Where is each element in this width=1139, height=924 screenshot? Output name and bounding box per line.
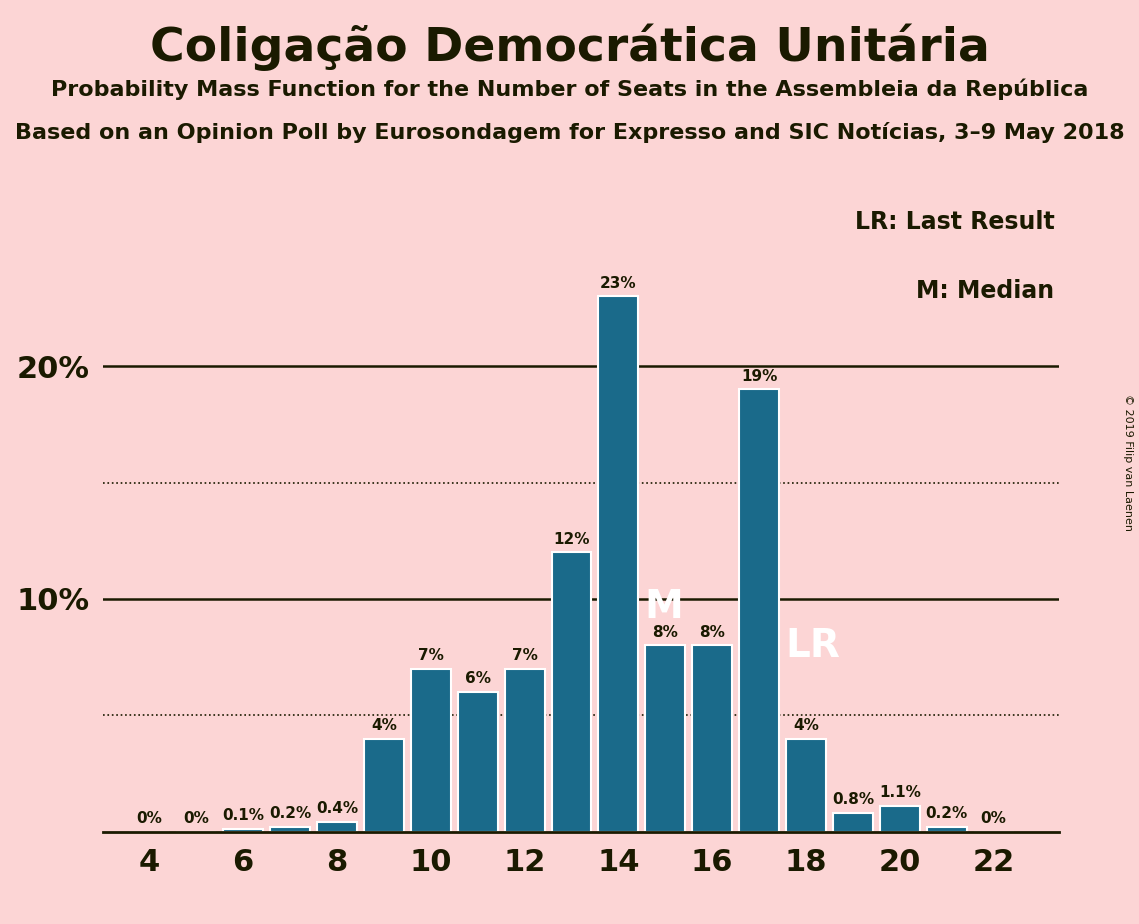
Text: 8%: 8% (653, 625, 678, 639)
Text: © 2019 Filip van Laenen: © 2019 Filip van Laenen (1123, 394, 1133, 530)
Bar (739, 389, 779, 832)
Text: 0.2%: 0.2% (926, 806, 968, 821)
Bar (598, 297, 638, 832)
Text: 0%: 0% (981, 810, 1007, 826)
Text: M: Median: M: Median (917, 279, 1055, 303)
Bar (551, 553, 591, 832)
Text: Coligação Democrática Unitária: Coligação Democrática Unitária (149, 23, 990, 70)
Text: 0.4%: 0.4% (316, 801, 358, 817)
Text: 12%: 12% (554, 531, 590, 546)
Text: Based on an Opinion Poll by Eurosondagem for Expresso and SIC Notícias, 3–9 May : Based on an Opinion Poll by Eurosondagem… (15, 122, 1124, 143)
Text: 0.2%: 0.2% (269, 806, 311, 821)
Bar (693, 646, 732, 832)
Text: 8%: 8% (699, 625, 726, 639)
Text: 1.1%: 1.1% (879, 785, 920, 800)
Bar (364, 738, 404, 832)
Bar (317, 822, 357, 832)
Bar (927, 827, 967, 832)
Text: 0.8%: 0.8% (831, 792, 874, 808)
Text: 19%: 19% (741, 369, 777, 383)
Bar (880, 806, 920, 832)
Text: 23%: 23% (600, 275, 637, 290)
Text: LR: LR (785, 626, 839, 665)
Text: Probability Mass Function for the Number of Seats in the Assembleia da República: Probability Mass Function for the Number… (51, 79, 1088, 100)
Bar (223, 829, 263, 832)
Bar (458, 692, 498, 832)
Text: 0.1%: 0.1% (222, 808, 264, 823)
Text: 0%: 0% (137, 810, 163, 826)
Text: 0%: 0% (183, 810, 210, 826)
Bar (270, 827, 310, 832)
Bar (833, 813, 872, 832)
Text: 4%: 4% (793, 718, 819, 733)
Bar (646, 646, 686, 832)
Text: 6%: 6% (465, 671, 491, 687)
Text: LR: Last Result: LR: Last Result (854, 210, 1055, 234)
Text: 4%: 4% (371, 718, 396, 733)
Text: 7%: 7% (418, 648, 444, 663)
Text: 7%: 7% (511, 648, 538, 663)
Bar (786, 738, 826, 832)
Bar (411, 669, 451, 832)
Text: M: M (645, 588, 683, 626)
Bar (505, 669, 544, 832)
